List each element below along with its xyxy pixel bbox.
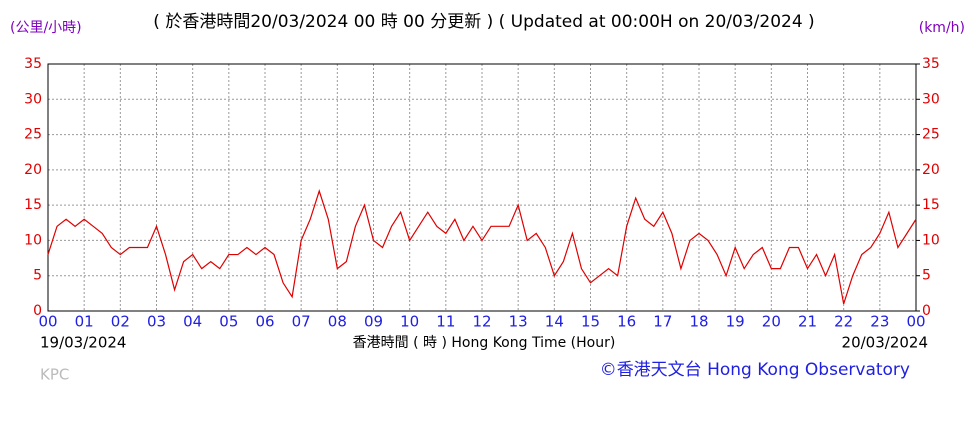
- x-tick-label: 19: [726, 313, 745, 331]
- y-tick-label: 10: [24, 232, 42, 248]
- y2-axis-unit: (km/h): [919, 20, 965, 36]
- x-tick-label: 16: [617, 313, 636, 331]
- x-tick-label: 02: [111, 313, 130, 331]
- y2-tick-label: 0: [922, 303, 931, 319]
- x-tick-label: 22: [834, 313, 853, 331]
- x-tick-label: 12: [472, 313, 491, 331]
- x-tick-label: 20: [762, 313, 781, 331]
- x-tick-label: 01: [75, 313, 94, 331]
- start-date: 19/03/2024: [40, 334, 126, 352]
- end-date: 20/03/2024: [842, 334, 928, 352]
- y2-tick-label: 30: [922, 91, 940, 107]
- station-code: KPC: [40, 366, 69, 384]
- x-tick-label: 07: [292, 313, 311, 331]
- x-tick-label: 04: [183, 313, 202, 331]
- x-tick-label: 11: [436, 313, 455, 331]
- y2-tick-label: 35: [922, 56, 940, 72]
- credit: ©香港天文台 Hong Kong Observatory: [600, 360, 910, 380]
- y2-tick-label: 5: [922, 268, 931, 284]
- y2-tick-label: 20: [922, 162, 940, 178]
- x-axis-label: 香港時間 ( 時 ) Hong Kong Time (Hour): [353, 335, 616, 351]
- data-line: [47, 189, 917, 305]
- y2-tick-label: 15: [922, 197, 940, 213]
- y-axis-unit: (公里/小時): [10, 20, 82, 36]
- y-tick-label: 5: [33, 268, 42, 284]
- x-tick-label: 23: [870, 313, 889, 331]
- x-tick-label: 09: [364, 313, 383, 331]
- x-tick-label: 17: [653, 313, 672, 331]
- y-tick-label: 25: [24, 127, 42, 143]
- y-tick-label: 30: [24, 91, 42, 107]
- x-tick-label: 00: [38, 313, 57, 331]
- chart-title: ( 於香港時間20/03/2024 00 時 00 分更新 ) ( Update…: [153, 12, 814, 32]
- y2-tick-label: 25: [922, 127, 940, 143]
- y-tick-label: 20: [24, 162, 42, 178]
- y-tick-label: 15: [24, 197, 42, 213]
- x-tick-label: 18: [689, 313, 708, 331]
- x-tick-label: 05: [219, 313, 238, 331]
- x-tick-label: 13: [509, 313, 528, 331]
- x-tick-label: 08: [328, 313, 347, 331]
- y-tick-label: 0: [33, 303, 42, 319]
- x-tick-label: 15: [581, 313, 600, 331]
- x-tick-label: 14: [545, 313, 564, 331]
- x-tick-label: 06: [255, 313, 274, 331]
- y2-tick-label: 10: [922, 232, 940, 248]
- x-tick-label: 10: [400, 313, 419, 331]
- x-tick-label: 21: [798, 313, 817, 331]
- plot-frame: [47, 63, 917, 312]
- y-tick-label: 35: [24, 56, 42, 72]
- x-tick-label: 00: [906, 313, 925, 331]
- x-tick-label: 03: [147, 313, 166, 331]
